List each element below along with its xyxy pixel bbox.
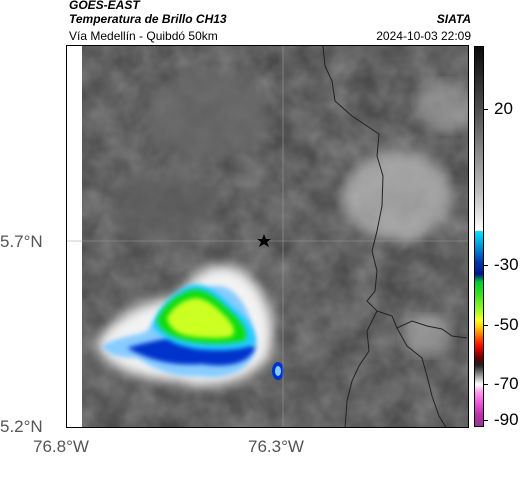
lon-label-76.3: 76.3°W — [248, 437, 304, 456]
colorbar-tick — [484, 265, 488, 266]
colorbar-label-minus50: -50 — [494, 315, 519, 334]
lon-label-76.8: 76.8°W — [33, 437, 89, 456]
organization-label: SIATA — [436, 12, 471, 26]
datetime-label: 2024-10-03 22:09 — [376, 29, 471, 43]
colorbar-tick — [484, 420, 488, 421]
star-icon — [257, 234, 271, 247]
lat-label-5.7: 5.7°N — [0, 232, 43, 251]
product-title: Temperatura de Brillo CH13 — [69, 12, 227, 26]
colorbar-label-minus90: -90 — [494, 410, 519, 429]
colorbar-label-20: 20 — [494, 99, 513, 118]
colorbar — [474, 46, 484, 427]
colorbar-tick — [484, 325, 488, 326]
colorbar-label-minus30: -30 — [494, 255, 519, 274]
imagery-area — [82, 46, 468, 427]
satellite-label: GOES-EAST — [69, 0, 140, 12]
department-border-south — [344, 310, 378, 427]
colorbar-tick — [484, 109, 488, 110]
route-label: Vía Medellín - Quibdó 50km — [69, 29, 218, 43]
colorbar-label-minus70: -70 — [494, 374, 519, 393]
department-border-east — [396, 327, 447, 427]
map-panel[interactable] — [66, 45, 469, 428]
department-border — [322, 46, 468, 339]
brightness-temperature-map — [67, 46, 468, 427]
colorbar-tick — [484, 384, 488, 385]
lat-label-5.2: 5.2°N — [0, 417, 43, 436]
